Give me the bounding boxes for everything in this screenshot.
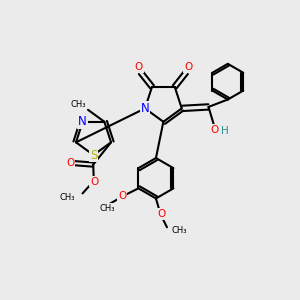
Text: O: O (210, 125, 219, 135)
Text: O: O (184, 62, 192, 72)
Text: O: O (134, 62, 143, 72)
Text: CH₃: CH₃ (171, 226, 187, 235)
Text: N: N (78, 115, 87, 128)
Text: H: H (221, 126, 229, 136)
Text: O: O (158, 209, 166, 219)
Text: N: N (141, 102, 149, 115)
Text: CH₃: CH₃ (99, 204, 115, 213)
Text: O: O (90, 177, 98, 187)
Text: O: O (66, 158, 74, 168)
Text: CH₃: CH₃ (71, 100, 86, 109)
Text: CH₃: CH₃ (60, 193, 75, 202)
Text: O: O (118, 191, 126, 201)
Text: S: S (90, 148, 97, 162)
